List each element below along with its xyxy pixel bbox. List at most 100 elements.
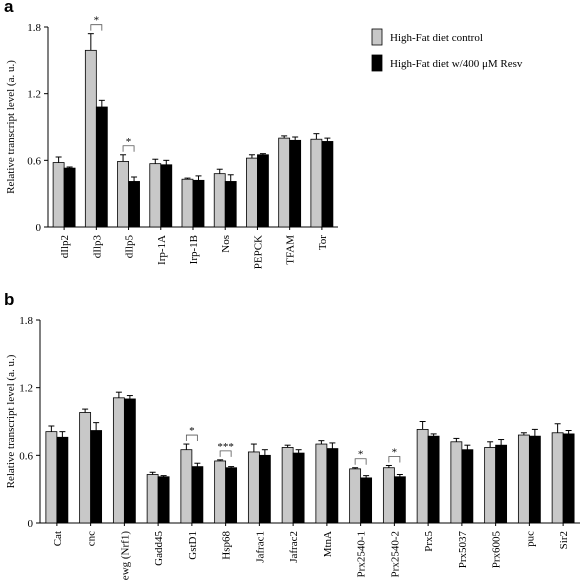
x-tick-label: GstD1: [187, 531, 199, 560]
significance-label: *: [358, 449, 364, 461]
x-tick-label: Irp-1B: [188, 235, 200, 264]
x-tick-label: Prx5: [423, 531, 435, 552]
panel-label: a: [4, 0, 14, 16]
x-tick-label: Jafrac2: [288, 531, 300, 563]
bar: [95, 106, 108, 228]
x-tick-label: dIlp2: [59, 235, 71, 258]
legend-label: High-Fat diet control: [390, 32, 483, 44]
significance-label: *: [189, 425, 195, 437]
bar: [146, 474, 159, 524]
significance-bracket: [90, 24, 103, 31]
bar: [258, 454, 271, 524]
y-tick-label: 0.6: [19, 450, 33, 462]
x-tick-label: Cat: [52, 531, 64, 546]
bar: [63, 167, 76, 228]
x-tick-label: PEPCK: [252, 235, 264, 269]
bar: [393, 476, 406, 524]
bar: [321, 141, 334, 228]
bar: [157, 476, 170, 524]
bar: [246, 157, 258, 228]
y-tick-label: 0: [36, 222, 42, 234]
panel-label: b: [4, 290, 14, 309]
x-tick-label: Irp-1A: [156, 235, 168, 265]
bar: [551, 432, 564, 524]
x-tick-label: Prx5037: [457, 531, 469, 569]
bar: [84, 49, 97, 228]
significance-label: *: [392, 446, 398, 458]
bar: [112, 397, 125, 524]
bar: [192, 179, 205, 228]
bar: [450, 441, 463, 524]
bar: [281, 447, 294, 524]
y-tick-label: 1.2: [19, 383, 33, 395]
x-tick-label: Gadd45: [153, 531, 165, 566]
y-tick-label: 1.8: [19, 315, 33, 327]
bar: [495, 444, 508, 524]
bar: [128, 181, 140, 228]
x-tick-label: puc: [524, 531, 536, 547]
legend-label: High-Fat diet w/400 μM Resv: [390, 58, 523, 70]
significance-bracket: [185, 434, 198, 442]
bar: [461, 449, 474, 524]
x-tick-label: ewg (Nrf1): [119, 531, 131, 581]
x-tick-label: TFAM: [285, 235, 297, 265]
x-tick-label: Prx6005: [491, 531, 503, 569]
significance-bracket: [219, 450, 232, 457]
bar: [149, 163, 162, 228]
bar: [224, 181, 237, 228]
bar: [326, 448, 339, 524]
bar: [528, 435, 541, 524]
significance-label: *: [94, 15, 100, 27]
legend-swatch: [371, 28, 383, 46]
significance-bracket: [122, 145, 135, 152]
bar: [117, 161, 129, 228]
x-tick-label: dIlp3: [91, 235, 103, 259]
y-axis-label: Relative transcript level (a. u.): [5, 354, 17, 488]
bar: [484, 447, 497, 524]
bar: [56, 436, 69, 524]
bar: [180, 449, 193, 524]
bar: [225, 467, 238, 524]
x-tick-label: Nos: [220, 235, 232, 253]
bar: [517, 434, 530, 524]
significance-bracket: [354, 458, 367, 465]
bar: [213, 173, 226, 228]
x-tick-label: Prx2540-1: [356, 531, 368, 577]
bar: [160, 164, 173, 228]
bar: [247, 451, 260, 524]
x-tick-label: Jafrac1: [254, 531, 266, 563]
y-axis-label: Relative transcript level (a. u.): [5, 60, 17, 194]
x-tick-label: Prx2540-2: [389, 531, 401, 577]
bar: [90, 430, 103, 524]
bar: [360, 477, 373, 524]
significance-label: *: [126, 136, 132, 148]
bar: [181, 178, 194, 228]
x-tick-label: Sir2: [558, 531, 570, 549]
y-tick-label: 1.8: [27, 22, 41, 34]
bar: [289, 139, 302, 228]
x-tick-label: Tor: [317, 235, 329, 250]
y-tick-label: 1.2: [27, 89, 41, 101]
x-tick-label: MtnA: [322, 531, 334, 557]
bar: [310, 138, 323, 228]
x-tick-label: Hsp68: [221, 531, 233, 560]
x-tick-label: dIlp5: [124, 235, 136, 259]
legend-swatch: [371, 54, 383, 72]
bar: [562, 433, 575, 524]
significance-label: ***: [217, 441, 234, 453]
bar: [382, 467, 395, 524]
bar: [427, 435, 440, 524]
bar: [79, 412, 92, 524]
bar: [315, 443, 328, 524]
bar: [52, 162, 65, 228]
significance-bracket: [388, 456, 401, 463]
bar: [278, 137, 291, 228]
y-tick-label: 0.6: [27, 155, 41, 167]
bar: [292, 452, 305, 524]
bar: [257, 154, 269, 228]
x-tick-label: cnc: [86, 531, 98, 546]
bar: [191, 466, 204, 524]
bar: [45, 431, 58, 524]
bar: [349, 468, 362, 524]
